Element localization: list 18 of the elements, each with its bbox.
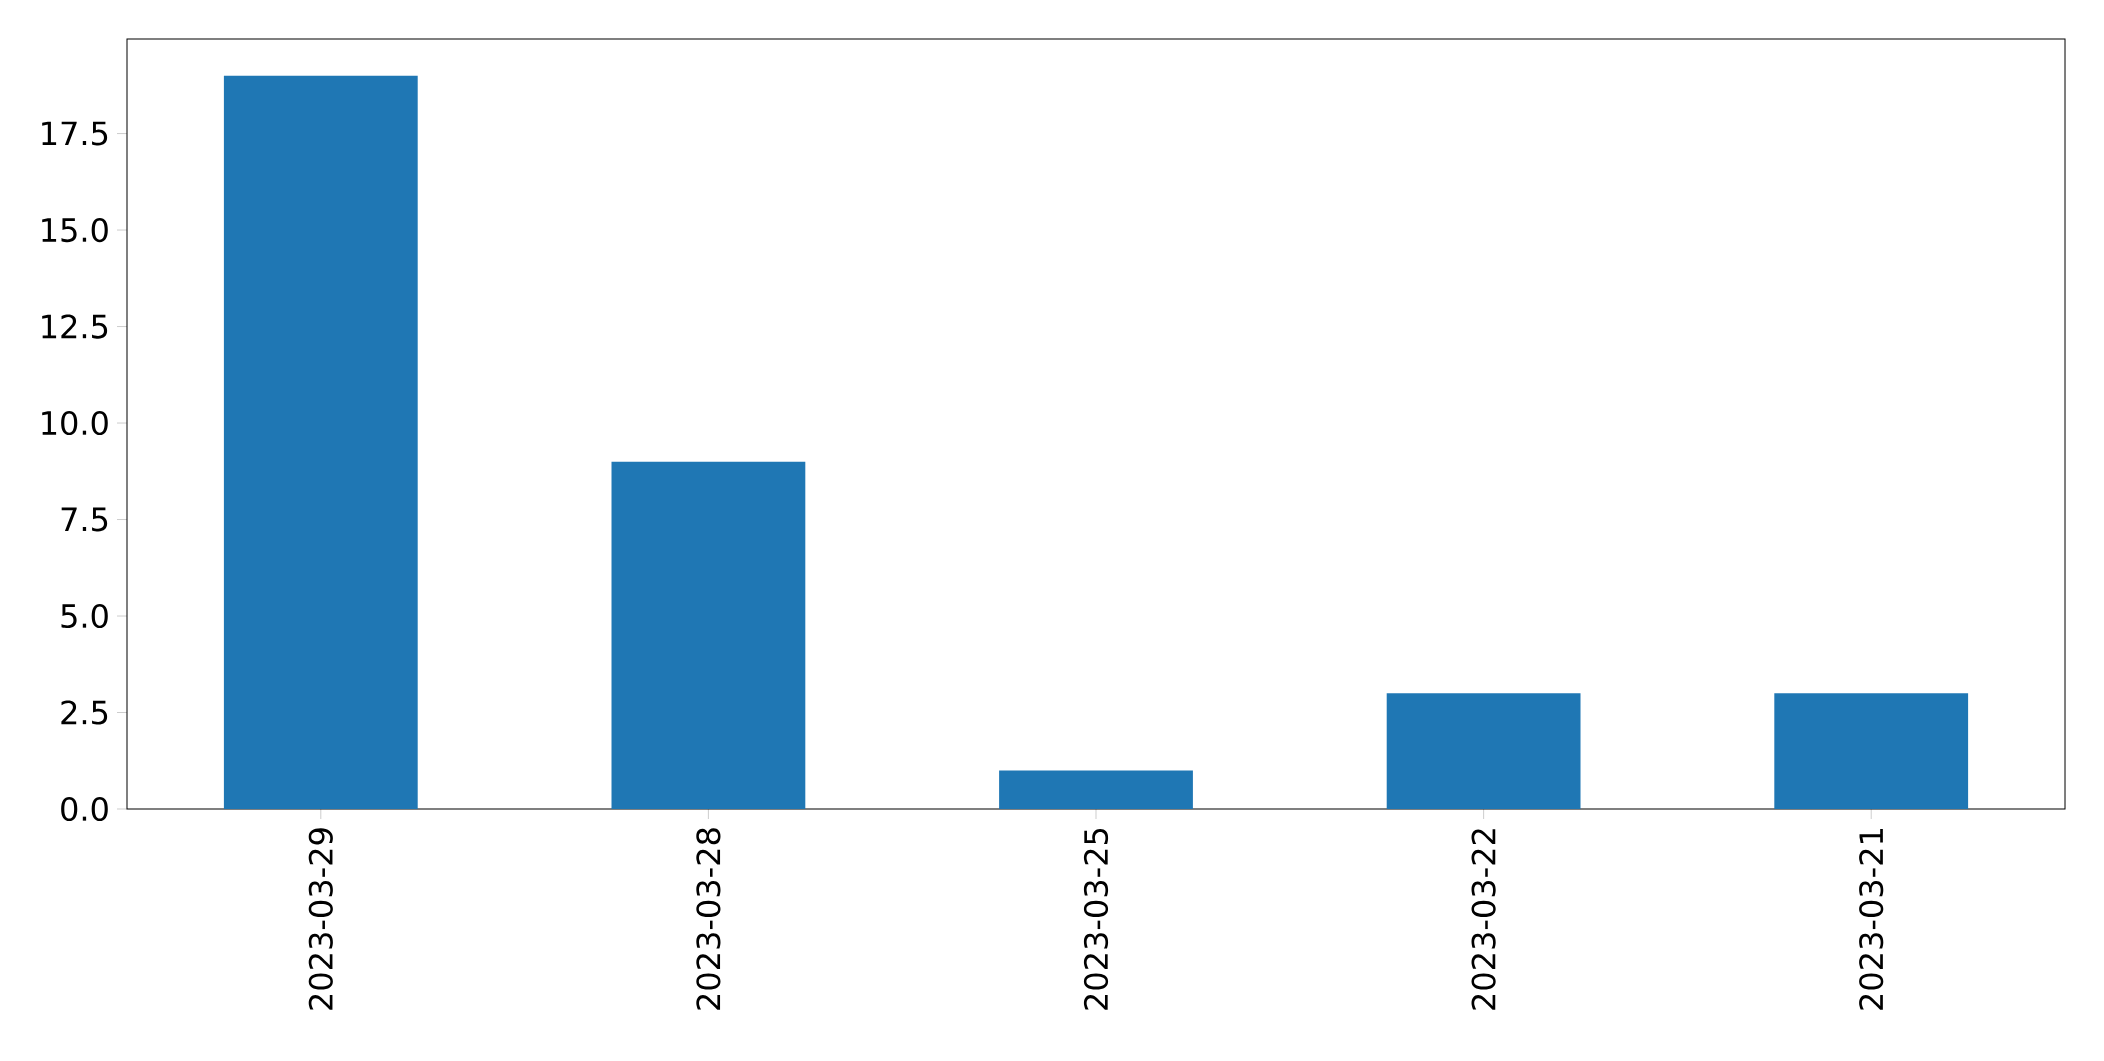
y-tick-label: 7.5	[61, 507, 108, 532]
y-tick-label: 10.0	[42, 410, 108, 436]
y-tick-label: 0.0	[61, 796, 108, 822]
y-tick-label: 17.5	[42, 121, 108, 146]
x-tick-label: 2023-03-25	[1083, 828, 1109, 1010]
x-tick-label: 2023-03-21	[1859, 829, 1884, 1010]
y-tick-label: 2.5	[61, 700, 108, 725]
bar	[1386, 693, 1581, 809]
bar	[999, 770, 1193, 809]
x-tick-label: 2023-03-29	[308, 828, 333, 1010]
bar	[223, 75, 418, 809]
bar	[611, 461, 806, 809]
y-tick-label: 15.0	[42, 217, 108, 243]
x-tick-label: 2023-03-28	[696, 828, 721, 1010]
y-tick-label: 12.5	[42, 314, 108, 339]
y-tick-label: 5.0	[61, 603, 108, 629]
bar	[1774, 693, 1969, 809]
x-tick-label: 2023-03-22	[1471, 829, 1496, 1010]
